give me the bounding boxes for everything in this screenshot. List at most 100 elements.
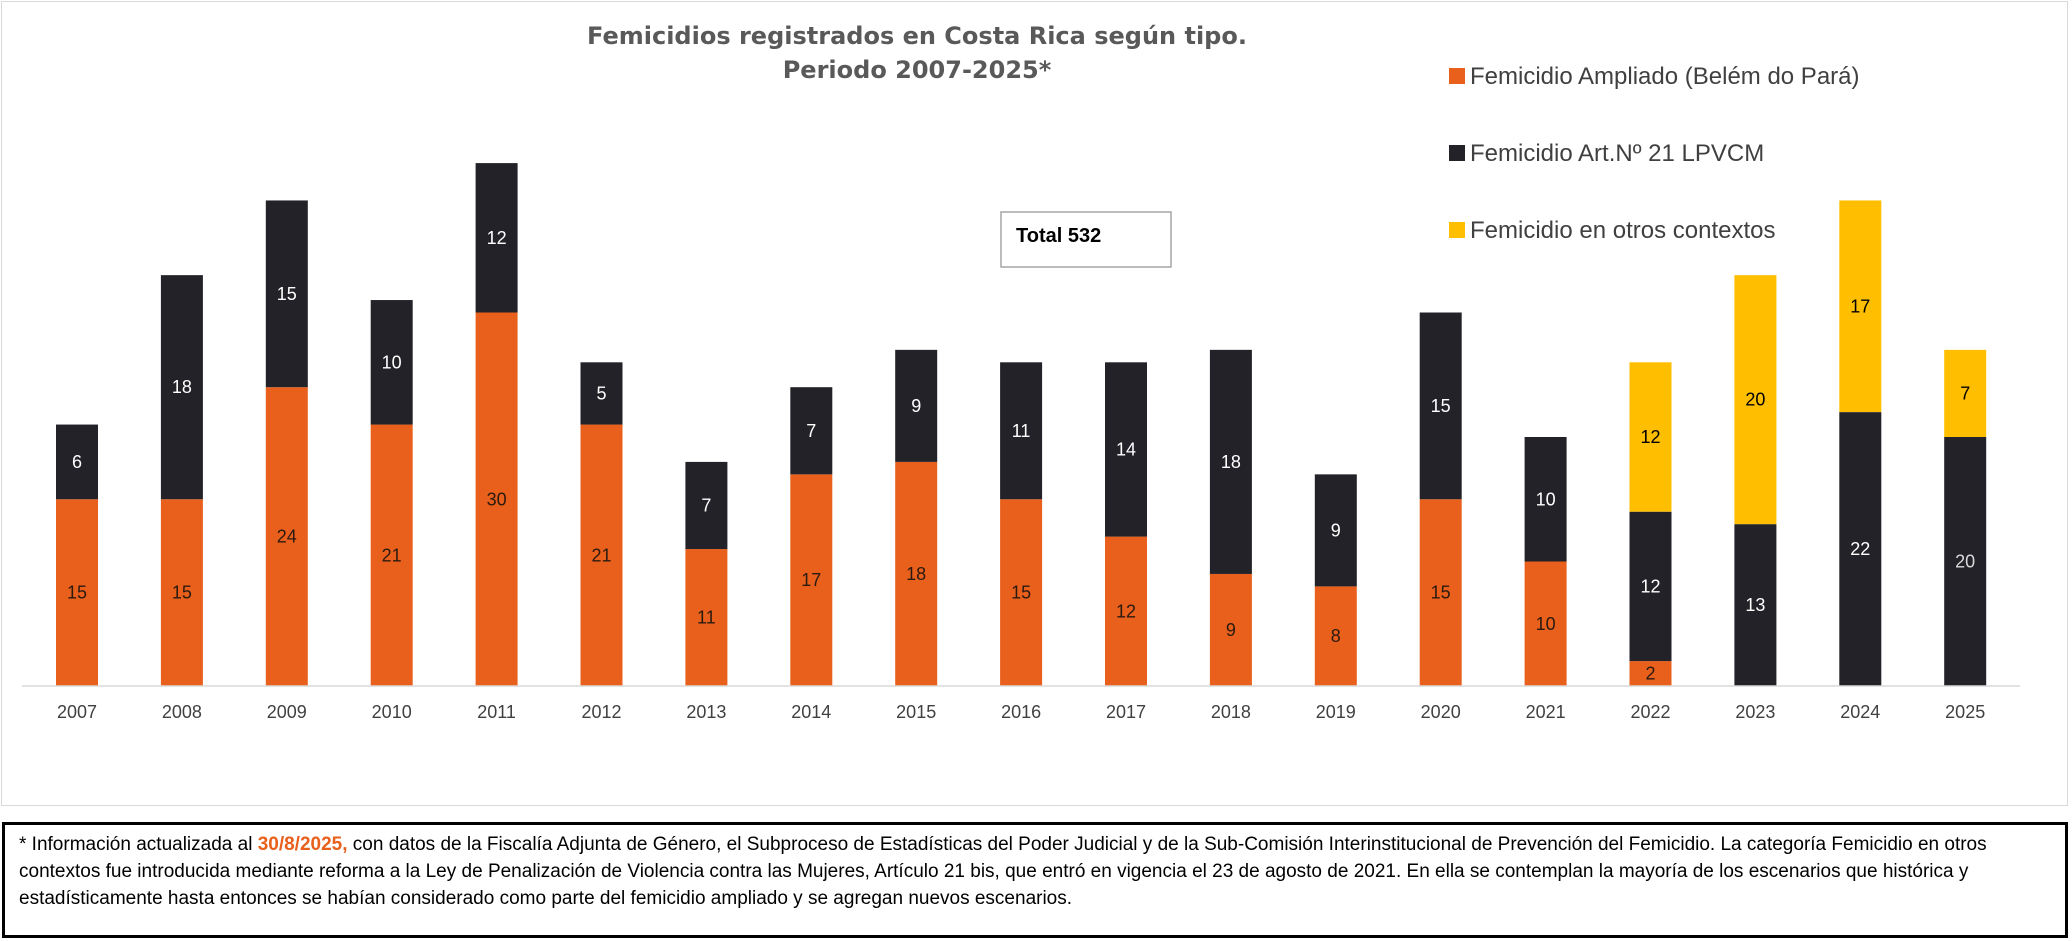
data-label-art21-2018: 18 [1221,452,1241,472]
bar-ampliado-2010 [370,424,413,686]
data-label-ampliado-2022: 2 [1645,664,1655,684]
x-tick-label-2018: 2018 [1211,702,1251,722]
legend-label-ampliado: Femicidio Ampliado (Belém do Pará) [1470,63,1860,90]
bar-otros-2024 [1839,200,1882,413]
data-label-ampliado-2012: 21 [591,545,611,565]
data-label-ampliado-2021: 10 [1536,614,1556,634]
footnote-rest: con datos de la Fiscalía Adjunta de Géne… [19,834,1987,909]
stacked-bar-chart: Femicidios registrados en Costa Rica seg… [22,22,2020,722]
bar-ampliado-2013 [685,549,728,686]
data-label-art21-2022: 12 [1640,576,1660,596]
x-tick-label-2010: 2010 [372,702,412,722]
data-label-art21-2013: 7 [701,495,711,515]
chart-title-line-2: Periodo 2007-2025* [783,56,1052,84]
bar-ampliado-2017 [1105,536,1147,686]
bar-art21-2024 [1839,412,1882,686]
bar-ampliado-2020 [1419,499,1462,686]
data-label-ampliado-2007: 15 [67,583,87,603]
data-label-art21-2023: 13 [1745,595,1765,615]
data-label-art21-2024: 22 [1850,539,1870,559]
data-label-ampliado-2013: 11 [697,608,716,628]
footnote-date: 30/8/2025, [257,834,348,855]
x-tick-label-2024: 2024 [1840,702,1880,722]
data-label-ampliado-2016: 15 [1011,583,1031,603]
data-label-art21-2017: 14 [1116,439,1136,459]
bar-art21-2025 [1944,437,1987,686]
legend-label-art21: Femicidio Art.Nº 21 LPVCM [1470,140,1764,167]
data-label-ampliado-2020: 15 [1431,583,1451,603]
x-tick-label-2013: 2013 [686,702,726,722]
data-label-art21-2019: 9 [1331,520,1341,540]
bar-otros-2022 [1629,362,1672,512]
x-tick-label-2019: 2019 [1316,702,1356,722]
bar-art21-2023 [1734,524,1777,686]
data-label-ampliado-2017: 12 [1116,601,1136,621]
legend-label-otros: Femicidio en otros contextos [1470,217,1775,244]
x-tick-label-2011: 2011 [477,702,516,722]
data-label-art21-2011: 12 [487,228,507,248]
x-tick-label-2012: 2012 [581,702,621,722]
bar-ampliado-2012 [580,424,623,686]
bar-art21-2020 [1419,312,1462,500]
bars-layer: 1561518241521103012215117177189151112149… [56,163,1987,686]
data-label-art21-2007: 6 [72,452,82,472]
x-axis-labels: 2007 2008 2009 2010 2011 2012 2013 2014 2015 2016… [57,702,1985,722]
legend: Femicidio Ampliado (Belém do Pará) Femic… [1449,63,1860,244]
data-label-otros-2025: 7 [1960,383,1970,403]
bar-ampliado-2015 [895,461,938,686]
bar-ampliado-2022 [1629,661,1672,686]
bar-art21-2018 [1209,349,1252,574]
bar-ampliado-2021 [1524,561,1567,686]
bar-art21-2013 [685,461,728,550]
x-tick-label-2016: 2016 [1001,702,1041,722]
legend-swatch-art21 [1449,145,1465,161]
bar-art21-2016 [1000,362,1043,500]
bar-ampliado-2014 [790,474,833,686]
bar-art21-2007 [56,424,98,500]
x-tick-label-2008: 2008 [162,702,202,722]
bar-art21-2022 [1629,511,1672,662]
total-annotation: Total 532 [1000,211,1172,268]
data-label-art21-2009: 15 [277,284,297,304]
bar-art21-2008 [160,275,203,500]
data-label-ampliado-2019: 8 [1331,626,1341,646]
bar-ampliado-2019 [1314,586,1357,686]
total-box [1000,211,1172,268]
x-tick-label-2007: 2007 [57,702,97,722]
data-label-otros-2023: 20 [1745,390,1765,410]
bar-ampliado-2018 [1209,573,1252,686]
bar-ampliado-2007 [56,499,98,686]
legend-swatch-otros [1449,222,1465,238]
x-tick-label-2017: 2017 [1106,702,1146,722]
bar-ampliado-2011 [475,312,518,686]
bar-ampliado-2009 [265,387,308,686]
bar-art21-2019 [1314,474,1357,587]
bar-art21-2014 [790,387,833,475]
x-tick-label-2009: 2009 [267,702,307,722]
x-tick-label-2020: 2020 [1421,702,1461,722]
data-label-art21-2010: 10 [382,352,402,372]
data-label-art21-2014: 7 [806,421,816,441]
x-tick-label-2025: 2025 [1945,702,1985,722]
data-label-ampliado-2009: 24 [277,527,297,547]
data-label-art21-2008: 18 [172,377,192,397]
bar-art21-2009 [265,200,308,388]
data-label-otros-2024: 17 [1850,296,1870,316]
data-label-ampliado-2018: 9 [1226,620,1236,640]
bar-art21-2010 [370,300,413,425]
data-label-ampliado-2010: 21 [382,545,402,565]
x-tick-label-2022: 2022 [1630,702,1670,722]
x-tick-label-2021: 2021 [1526,702,1566,722]
legend-swatch-ampliado [1449,68,1465,84]
data-label-art21-2025: 20 [1955,552,1975,572]
data-label-art21-2021: 10 [1536,489,1556,509]
bar-art21-2011 [475,163,518,313]
data-label-art21-2020: 15 [1431,396,1451,416]
footnote-prefix: * Información actualizada al [19,834,258,855]
data-label-art21-2012: 5 [596,383,606,403]
bar-ampliado-2016 [1000,499,1043,686]
bar-art21-2012 [580,362,623,425]
bar-art21-2017 [1105,362,1147,537]
bar-ampliado-2008 [160,499,203,686]
bar-art21-2021 [1524,437,1567,562]
